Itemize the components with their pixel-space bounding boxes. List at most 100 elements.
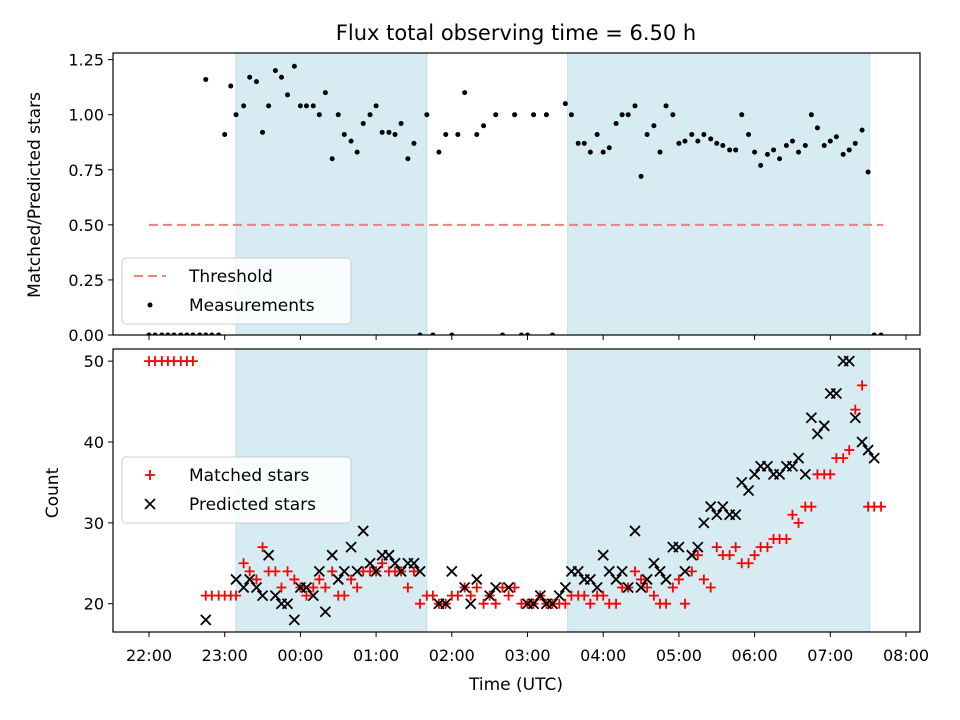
measurement-point	[291, 63, 297, 69]
measurement-point	[253, 79, 259, 85]
predicted-point	[843, 355, 855, 367]
predicted-point	[471, 573, 483, 586]
y-tick-label: 40	[84, 433, 104, 452]
x-tick-label: 23:00	[202, 646, 248, 665]
matched-point	[876, 501, 887, 512]
matched-point	[471, 582, 482, 593]
predicted-point	[351, 565, 363, 577]
legend-box	[121, 456, 352, 524]
matched-point	[793, 517, 804, 528]
predicted-point	[250, 581, 263, 594]
measurement-point	[449, 332, 455, 335]
matched-point	[231, 590, 242, 601]
matched-point	[825, 469, 836, 480]
matched-point	[282, 566, 293, 577]
predicted-point	[591, 581, 603, 594]
measurement-point	[878, 332, 884, 335]
matched-point	[762, 542, 773, 553]
matched-point	[629, 566, 640, 577]
matched-point	[251, 574, 262, 585]
measurement-point	[727, 147, 733, 153]
predicted-point	[711, 509, 723, 521]
predicted-point	[326, 549, 338, 561]
matched-point	[308, 582, 319, 593]
legend-label: Predicted stars	[189, 495, 316, 515]
predicted-point	[717, 501, 729, 513]
measurement-point	[682, 138, 688, 144]
predicted-point	[490, 581, 502, 594]
predicted-point	[446, 565, 458, 577]
measurement-point	[474, 132, 480, 138]
matched-point	[415, 598, 426, 609]
measurement-point	[247, 74, 253, 80]
measurement-point	[197, 332, 203, 335]
predicted-point	[597, 549, 609, 561]
measurement-point	[222, 132, 228, 138]
measurement-point	[808, 112, 814, 118]
measurement-point	[619, 112, 625, 118]
predicted-point	[534, 589, 547, 602]
measurement-point	[657, 149, 663, 155]
measurement-point	[310, 103, 316, 109]
predicted-point	[307, 589, 319, 602]
predicted-point	[288, 614, 300, 626]
top-y-axis-label: Matched/Predicted stars	[25, 92, 45, 298]
measurement-point	[272, 68, 278, 74]
chart-title: Flux total observing time = 6.50 h	[336, 21, 696, 45]
measurement-point	[518, 332, 524, 335]
measurement-point	[587, 149, 593, 155]
measurement-point	[260, 129, 266, 135]
predicted-point	[319, 606, 332, 618]
measurement-point	[689, 132, 695, 138]
predicted-point	[465, 598, 477, 610]
measurement-point	[752, 149, 758, 155]
measurement-point	[266, 103, 272, 109]
bottom-panel-frame	[112, 348, 921, 633]
matched-point	[636, 574, 647, 585]
measurement-point	[695, 138, 701, 144]
measurement-point	[178, 332, 184, 335]
measurement-point	[852, 140, 858, 146]
predicted-point	[792, 452, 805, 464]
measurement-point	[846, 147, 852, 153]
predicted-point	[805, 412, 818, 424]
y-tick-label: 30	[84, 514, 104, 533]
predicted-point	[742, 484, 755, 497]
measurement-point	[670, 112, 676, 118]
top-panel-legend: Threshold Measurements	[121, 257, 352, 325]
matched-point	[352, 582, 363, 593]
measurement-point	[512, 112, 518, 118]
measurement-point	[411, 140, 417, 146]
matched-point	[339, 590, 350, 601]
measurement-point	[632, 103, 638, 109]
predicted-point	[357, 525, 369, 537]
measurement-point	[568, 112, 574, 118]
measurement-point	[600, 149, 606, 155]
measurement-point	[865, 169, 871, 175]
matched-point	[667, 582, 678, 593]
measurement-point	[184, 332, 190, 335]
matched-point	[698, 574, 709, 585]
measurement-point	[840, 151, 846, 157]
measurement-point	[625, 112, 631, 118]
measurement-point	[606, 145, 612, 151]
legend-measurement-key	[147, 302, 153, 308]
measurement-point	[701, 132, 707, 138]
measurement-point	[373, 103, 379, 109]
matched-point	[642, 582, 653, 593]
measurement-point	[771, 147, 777, 153]
x-tick-label: 08:00	[883, 646, 929, 665]
measurement-point	[644, 132, 650, 138]
predicted-point	[629, 525, 641, 537]
matched-point	[509, 582, 520, 593]
predicted-point	[338, 565, 350, 577]
matched-point	[503, 590, 514, 601]
matched-point	[692, 550, 703, 561]
matched-point	[711, 542, 722, 553]
measurement-point	[398, 121, 404, 126]
predicted-point	[862, 444, 874, 456]
measurement-point	[543, 112, 549, 118]
legend-matched-key	[145, 470, 155, 480]
predicted-point	[237, 581, 250, 594]
